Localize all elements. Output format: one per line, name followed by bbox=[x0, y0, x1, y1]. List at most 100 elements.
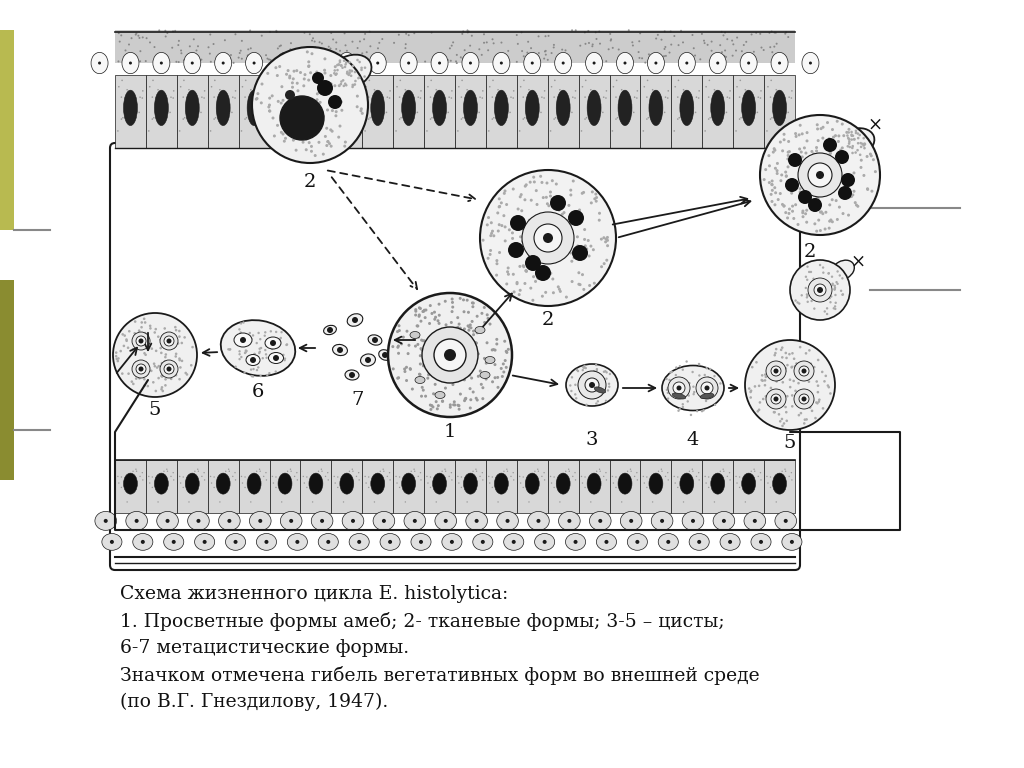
Circle shape bbox=[810, 362, 812, 365]
Circle shape bbox=[812, 282, 814, 284]
Circle shape bbox=[276, 124, 279, 127]
Circle shape bbox=[687, 394, 690, 397]
Circle shape bbox=[321, 42, 323, 45]
Circle shape bbox=[726, 38, 728, 40]
Circle shape bbox=[636, 98, 638, 99]
Circle shape bbox=[835, 302, 837, 304]
Circle shape bbox=[602, 111, 603, 113]
Circle shape bbox=[838, 186, 852, 200]
Circle shape bbox=[282, 112, 285, 115]
Circle shape bbox=[283, 140, 286, 143]
Circle shape bbox=[334, 130, 335, 132]
Circle shape bbox=[521, 240, 524, 243]
Circle shape bbox=[349, 471, 350, 472]
Circle shape bbox=[462, 31, 464, 32]
Circle shape bbox=[835, 150, 849, 164]
Circle shape bbox=[806, 402, 808, 405]
Circle shape bbox=[223, 53, 225, 55]
Circle shape bbox=[335, 114, 338, 118]
Circle shape bbox=[760, 472, 761, 473]
Circle shape bbox=[274, 360, 278, 363]
Bar bbox=[362, 460, 393, 512]
Circle shape bbox=[589, 396, 591, 399]
Circle shape bbox=[798, 153, 842, 197]
Circle shape bbox=[120, 349, 122, 353]
Circle shape bbox=[603, 383, 605, 386]
Circle shape bbox=[271, 348, 273, 350]
Circle shape bbox=[430, 487, 431, 488]
Circle shape bbox=[577, 244, 580, 247]
Circle shape bbox=[847, 214, 850, 217]
Circle shape bbox=[343, 89, 344, 91]
Circle shape bbox=[179, 475, 180, 477]
Circle shape bbox=[770, 476, 771, 478]
Ellipse shape bbox=[432, 473, 446, 494]
Circle shape bbox=[588, 284, 591, 287]
Circle shape bbox=[449, 48, 451, 49]
Circle shape bbox=[817, 219, 820, 222]
Circle shape bbox=[622, 56, 624, 58]
Ellipse shape bbox=[493, 52, 510, 74]
Circle shape bbox=[331, 109, 334, 112]
Circle shape bbox=[818, 164, 820, 167]
Circle shape bbox=[596, 368, 598, 370]
Circle shape bbox=[748, 61, 751, 65]
Circle shape bbox=[579, 283, 582, 286]
Circle shape bbox=[326, 50, 328, 52]
Circle shape bbox=[136, 342, 139, 345]
Circle shape bbox=[816, 123, 819, 126]
Circle shape bbox=[792, 158, 795, 161]
Circle shape bbox=[264, 331, 266, 333]
Circle shape bbox=[260, 347, 262, 349]
Circle shape bbox=[353, 71, 356, 73]
Circle shape bbox=[488, 86, 490, 88]
Circle shape bbox=[703, 40, 705, 41]
Circle shape bbox=[420, 472, 421, 473]
Circle shape bbox=[683, 89, 684, 91]
Circle shape bbox=[172, 472, 174, 473]
Circle shape bbox=[738, 118, 740, 120]
Circle shape bbox=[496, 55, 498, 57]
Circle shape bbox=[787, 36, 790, 38]
Circle shape bbox=[415, 308, 417, 311]
Circle shape bbox=[446, 59, 449, 61]
Circle shape bbox=[98, 61, 101, 65]
Circle shape bbox=[578, 385, 580, 387]
Circle shape bbox=[435, 55, 437, 58]
Circle shape bbox=[430, 404, 433, 407]
Circle shape bbox=[451, 331, 454, 334]
Circle shape bbox=[150, 327, 152, 329]
Circle shape bbox=[780, 174, 783, 177]
Circle shape bbox=[750, 391, 752, 393]
Circle shape bbox=[799, 187, 802, 190]
Circle shape bbox=[815, 380, 818, 382]
Circle shape bbox=[493, 42, 495, 45]
Circle shape bbox=[779, 141, 782, 144]
Circle shape bbox=[252, 47, 368, 163]
Circle shape bbox=[327, 327, 333, 333]
Ellipse shape bbox=[556, 90, 570, 126]
Circle shape bbox=[837, 283, 839, 285]
Circle shape bbox=[795, 135, 798, 138]
Circle shape bbox=[819, 229, 822, 232]
Ellipse shape bbox=[713, 511, 735, 531]
Circle shape bbox=[535, 471, 536, 472]
Circle shape bbox=[451, 45, 453, 47]
Circle shape bbox=[210, 475, 211, 477]
Circle shape bbox=[476, 471, 477, 472]
Circle shape bbox=[856, 132, 859, 135]
Circle shape bbox=[457, 326, 460, 329]
Ellipse shape bbox=[495, 90, 508, 126]
Ellipse shape bbox=[371, 473, 385, 494]
Circle shape bbox=[441, 400, 444, 402]
Circle shape bbox=[771, 184, 773, 187]
Circle shape bbox=[560, 244, 563, 247]
Circle shape bbox=[754, 112, 756, 114]
Circle shape bbox=[441, 101, 443, 103]
Circle shape bbox=[767, 482, 769, 484]
Circle shape bbox=[673, 382, 685, 394]
Circle shape bbox=[464, 398, 467, 401]
Circle shape bbox=[842, 293, 844, 296]
Circle shape bbox=[120, 35, 122, 36]
Circle shape bbox=[128, 44, 130, 45]
